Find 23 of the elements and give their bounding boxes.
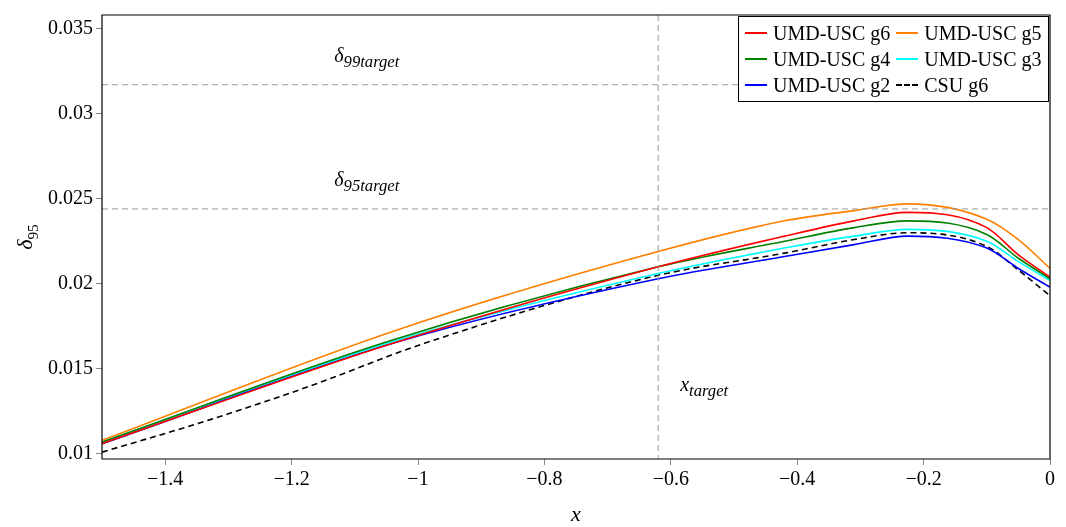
y-tick-label: 0.01: [58, 441, 93, 464]
legend-label: UMD-USC g5: [924, 21, 1042, 46]
x-tick-label: 0: [1045, 467, 1055, 490]
y-tick-label: 0.02: [58, 271, 93, 294]
legend-label: UMD-USC g4: [773, 47, 891, 72]
y-axis-title: δ95: [12, 223, 42, 250]
x-tick-label: −0.4: [779, 467, 816, 490]
legend-label: UMD-USC g6: [773, 21, 891, 46]
y-tick-label: 0.03: [58, 100, 93, 123]
legend-label: CSU g6: [924, 73, 989, 98]
x-tick-label: −1.2: [273, 467, 310, 490]
legend-label: UMD-USC g3: [924, 47, 1042, 72]
y-tick-label: 0.015: [48, 356, 93, 379]
x-tick-label: −1.4: [147, 467, 184, 490]
y-tick-label: 0.025: [48, 185, 93, 208]
ref-line-label: x$_{target}$: [680, 373, 729, 401]
x-tick-label: −0.6: [652, 467, 689, 490]
x-axis-title: x: [570, 501, 582, 526]
y-tick-label: 0.035: [48, 15, 93, 38]
legend-label: UMD-USC g2: [773, 73, 891, 98]
x-tick-label: −0.2: [905, 467, 942, 490]
x-tick-label: −1: [407, 467, 429, 490]
x-tick-label: −0.8: [526, 467, 563, 490]
